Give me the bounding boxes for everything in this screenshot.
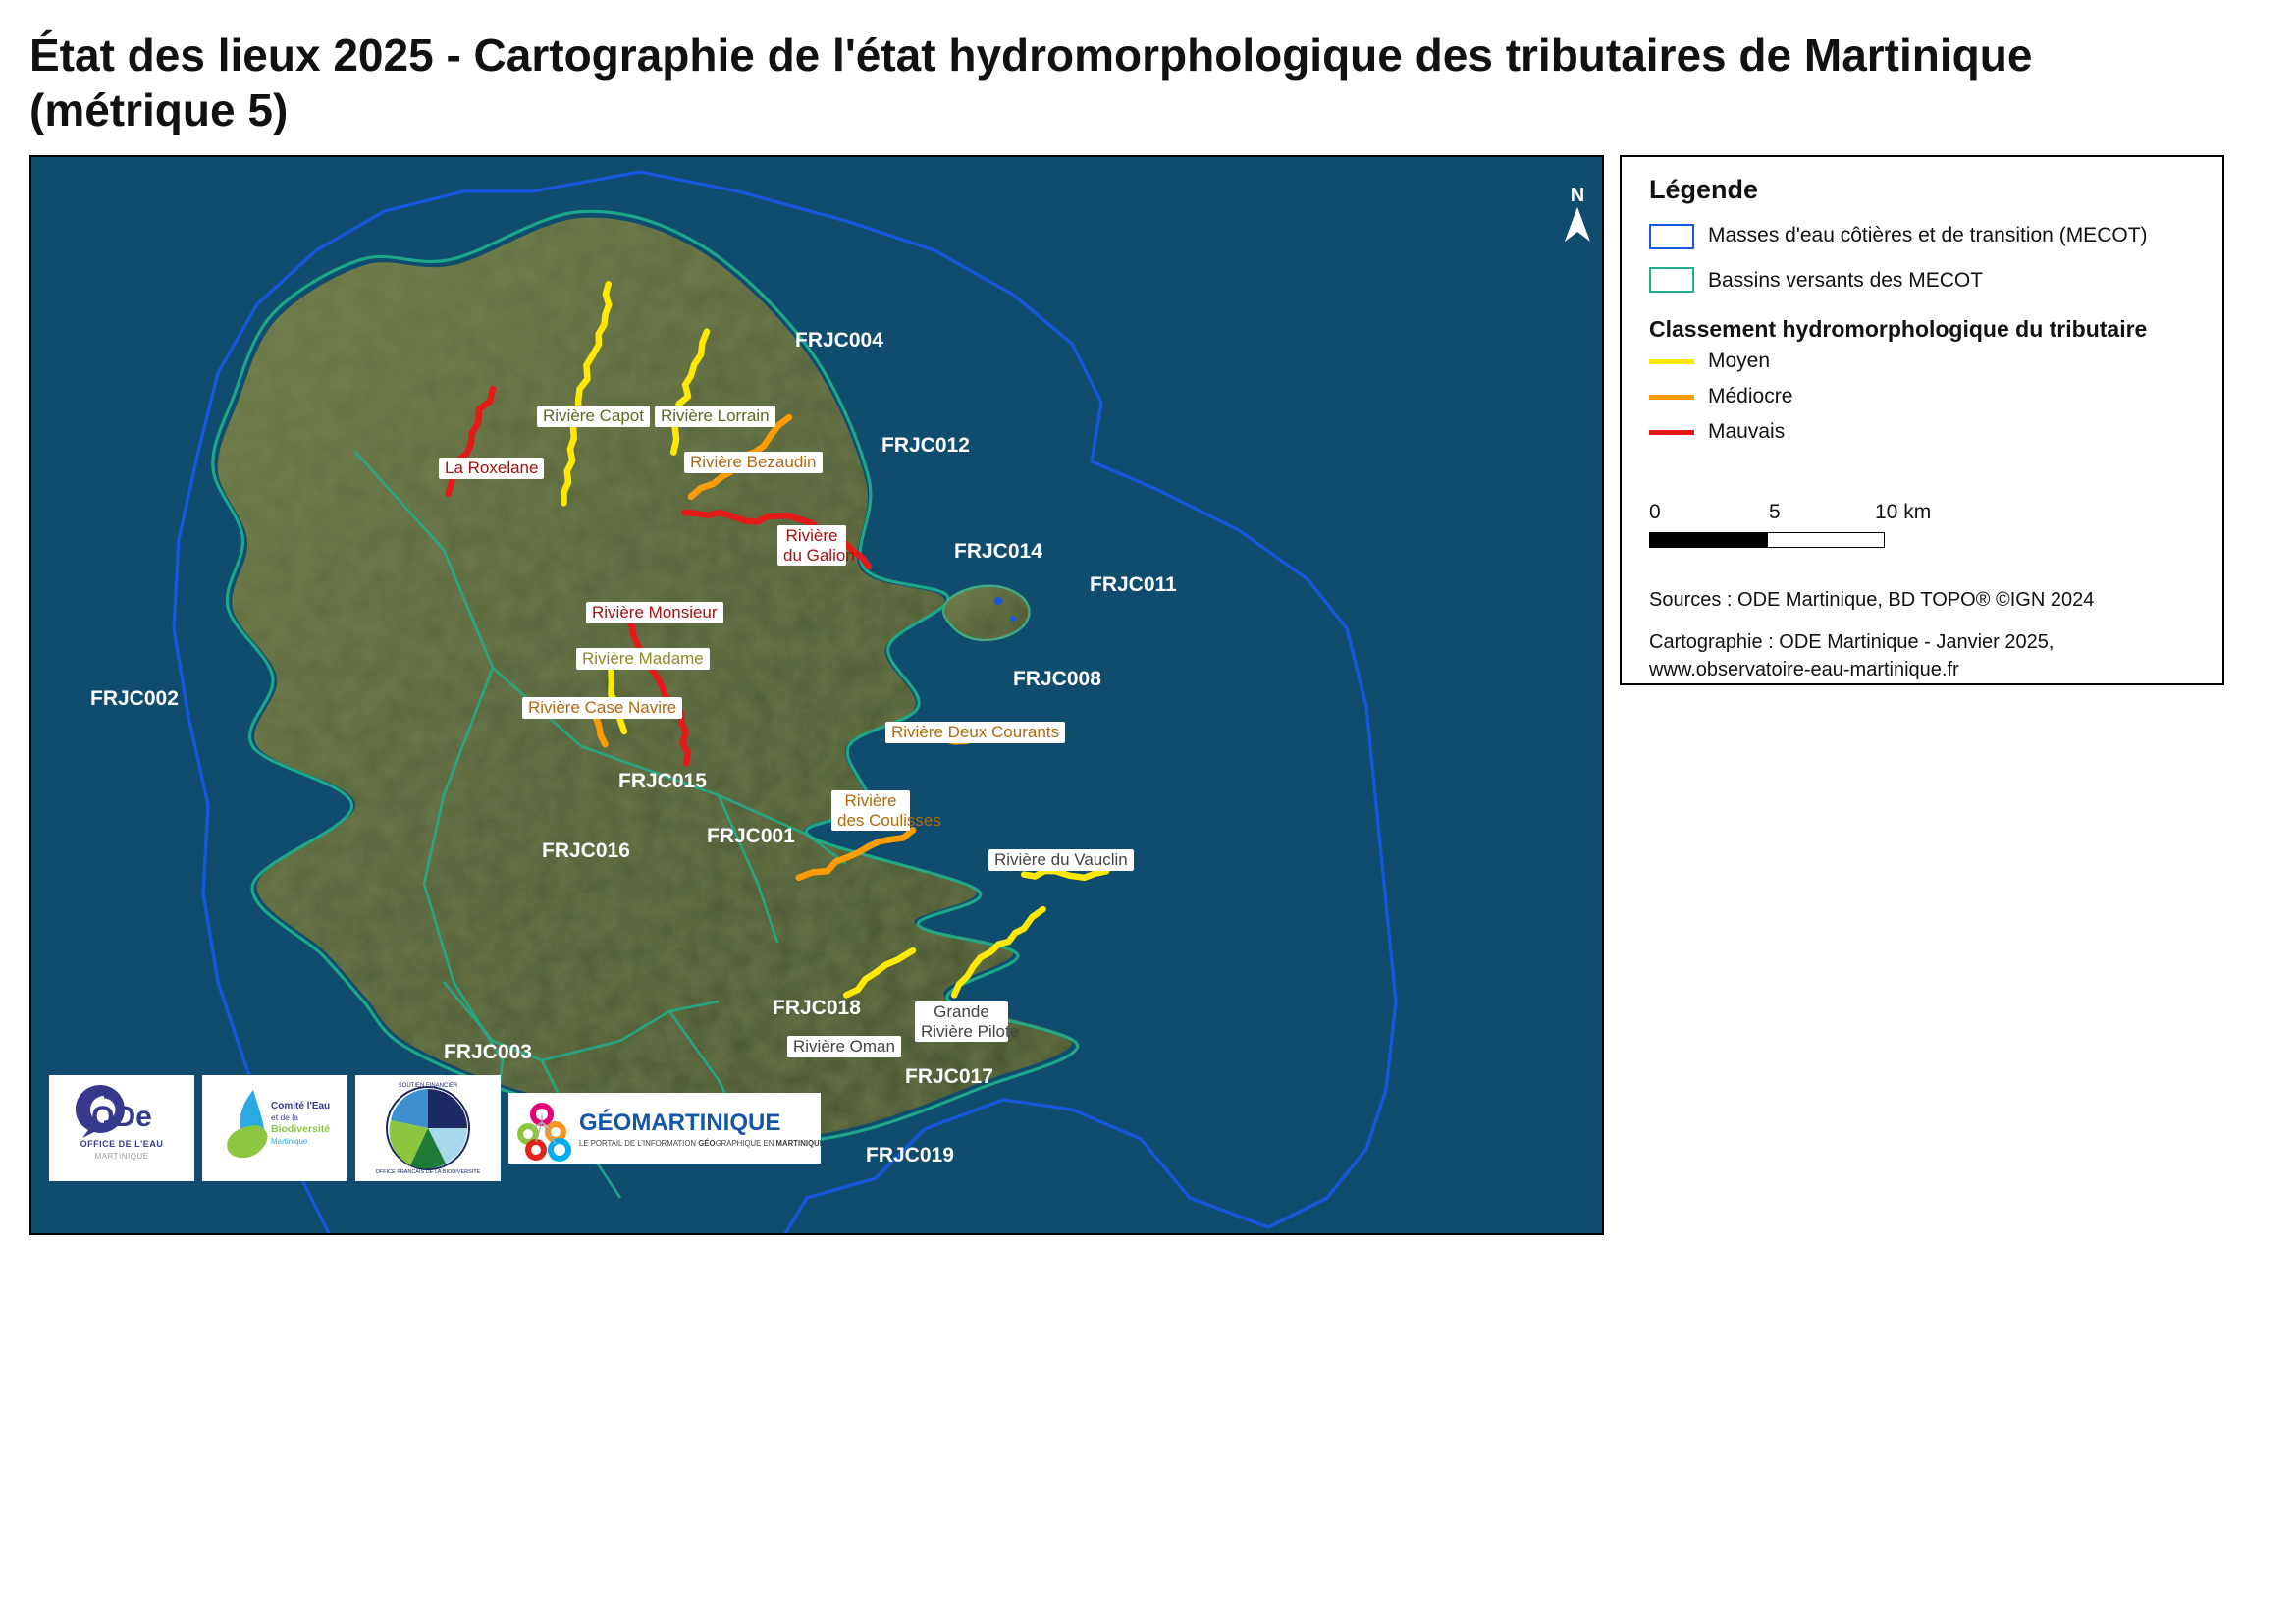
svg-text:OFFICE DE L'EAU: OFFICE DE L'EAU [80,1139,164,1149]
svg-text:Biodiversité: Biodiversité [271,1123,330,1135]
svg-text:GÉOMARTINIQUE: GÉOMARTINIQUE [579,1109,780,1136]
svg-text:OFFICE FRANCAIS DE LA BIODIVER: OFFICE FRANCAIS DE LA BIODIVERSITE [376,1169,481,1175]
svg-text:Comité l'Eau: Comité l'Eau [271,1101,330,1111]
svg-text:LE PORTAIL DE L'INFORMATION GÉ: LE PORTAIL DE L'INFORMATION GÉOGRAPHIQUE… [579,1139,821,1148]
svg-text:ODe: ODe [91,1101,152,1133]
svg-text:MARTINIQUE: MARTINIQUE [94,1152,148,1161]
svg-text:Martinique: Martinique [271,1137,308,1146]
svg-text:SOUTIEN FINANCIER: SOUTIEN FINANCIER [399,1083,458,1089]
svg-text:et de la: et de la [271,1112,298,1122]
